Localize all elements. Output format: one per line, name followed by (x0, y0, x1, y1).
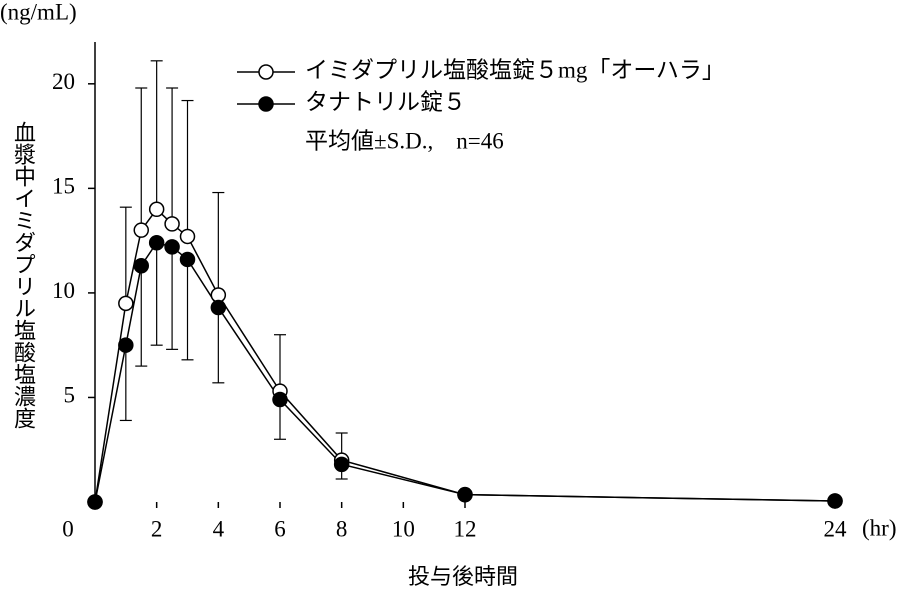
legend-label: イミダプリル塩酸塩錠５mg「オーハラ」 (305, 57, 725, 82)
data-point (179, 251, 196, 268)
y-tick-label: 20 (52, 69, 75, 94)
series-line (94, 208, 836, 503)
data-point (164, 239, 180, 255)
data-point (827, 493, 843, 509)
y-tick-label: 5 (64, 383, 76, 408)
data-point (333, 456, 350, 473)
data-point (148, 201, 165, 218)
y-tick-label: 15 (52, 174, 75, 199)
y-tick-label: 10 (52, 278, 75, 303)
x-tick-label: 4 (213, 516, 225, 541)
data-point (118, 295, 134, 312)
data-point (87, 494, 103, 510)
data-point (457, 486, 473, 503)
data-point (210, 299, 227, 316)
data-point (148, 234, 165, 251)
legend-marker (258, 96, 274, 112)
x-unit: (hr) (862, 515, 896, 540)
legend-marker (258, 64, 274, 80)
series-line (94, 241, 836, 503)
x-tick-label: 12 (454, 516, 477, 541)
x-tick-label: 6 (274, 516, 286, 541)
x-tick-label: 2 (151, 516, 163, 541)
x-axis-label: 投与後時間 (408, 565, 518, 590)
x-tick-label: 24 (824, 516, 848, 541)
x-tick-label: 10 (392, 516, 415, 541)
data-point (133, 257, 149, 274)
data-point (179, 228, 196, 245)
data-point (272, 391, 288, 408)
data-point (133, 222, 149, 238)
data-point (164, 216, 180, 232)
x-tick-label: 0 (62, 516, 74, 541)
y-unit: (ng/mL) (0, 0, 77, 24)
data-point (118, 337, 134, 353)
x-tick-label: 8 (336, 516, 348, 541)
y-axis-label: 血漿中イミダプリル塩酸塩濃度 (10, 121, 36, 429)
legend-label: タナトリル錠５ (305, 89, 466, 114)
legend-note: 平均値±S.D., n=46 (305, 128, 504, 153)
